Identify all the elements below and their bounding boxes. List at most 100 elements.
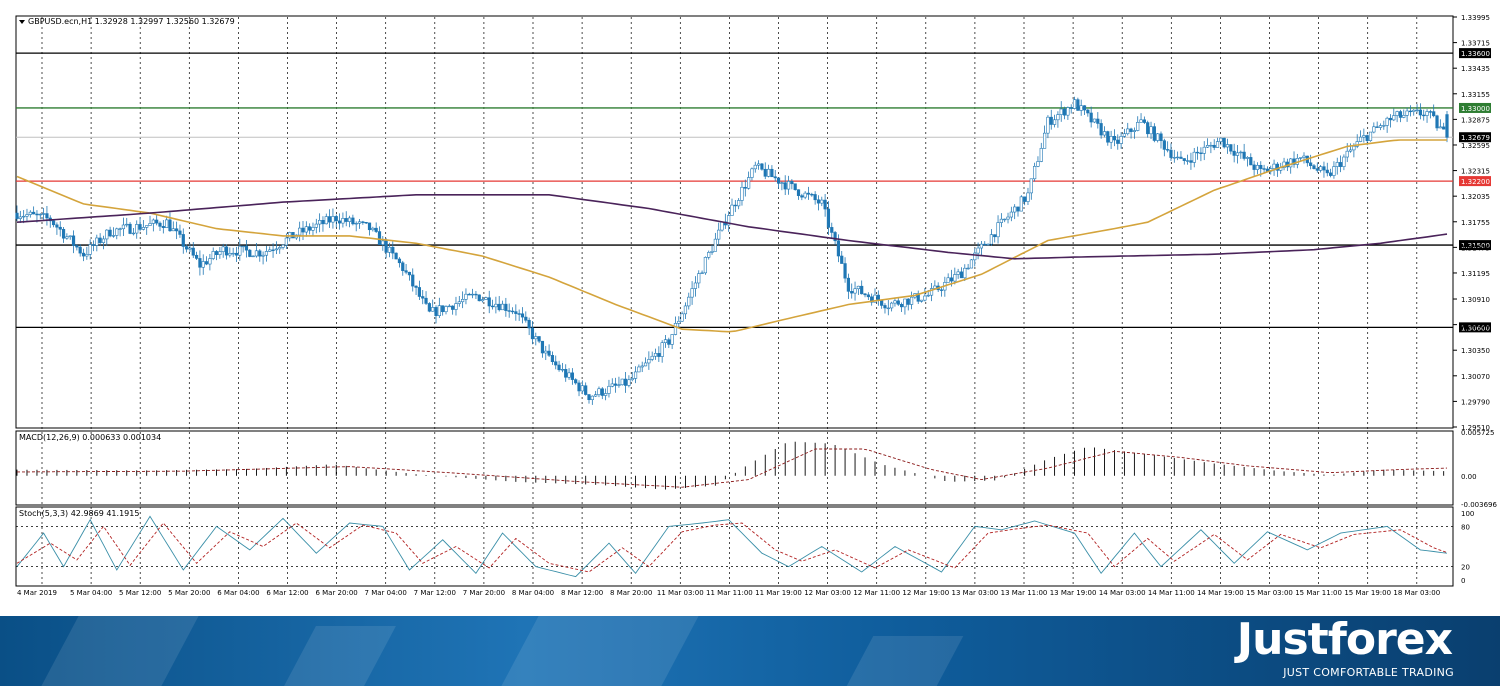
candle-body (1003, 218, 1007, 221)
candle-body (1365, 135, 1369, 141)
candle-body (208, 258, 212, 265)
candle-body (318, 219, 322, 225)
candle-body (1016, 206, 1020, 212)
x-tick-label: 13 Mar 19:00 (1050, 589, 1097, 597)
candle-body (597, 388, 601, 395)
candle-body (1146, 122, 1150, 135)
price-level-label: 1.33600 (1461, 50, 1490, 58)
candle-body (115, 228, 119, 236)
candle-body (387, 246, 392, 253)
candle-body (737, 200, 741, 207)
candle-body (444, 306, 448, 313)
y-tick-label: 1.33435 (1461, 65, 1490, 73)
candle-body (1335, 162, 1339, 167)
candle-body (570, 372, 574, 380)
candle-body (880, 300, 884, 306)
candle-body (1368, 131, 1373, 141)
candle-body (15, 212, 19, 219)
x-tick-label: 5 Mar 12:00 (119, 589, 161, 597)
candle-body (1325, 169, 1329, 174)
x-tick-label: 4 Mar 2019 (17, 589, 57, 597)
candle-body (494, 303, 498, 308)
price-level-label: 1.32679 (1461, 134, 1490, 142)
x-tick-label: 5 Mar 04:00 (70, 589, 112, 597)
candle-body (1169, 149, 1173, 158)
y-tick-label: 1.30910 (1461, 296, 1490, 304)
candle-body (690, 288, 694, 298)
candle-body (993, 234, 997, 238)
candle-body (1422, 114, 1426, 117)
stochastic-series (16, 515, 1453, 578)
x-tick-label: 15 Mar 19:00 (1344, 589, 1391, 597)
candle-body (254, 250, 259, 257)
price-level-label: 1.33000 (1461, 105, 1490, 113)
candle-body (833, 232, 837, 242)
candle-body (1332, 166, 1336, 176)
candle-body (773, 176, 777, 179)
candle-body (441, 305, 445, 313)
stoch-d-line (16, 522, 1448, 573)
candle-body (783, 182, 787, 190)
candle-body (530, 327, 535, 340)
candle-body (956, 271, 960, 275)
candle-body (969, 259, 974, 269)
candle-body (963, 267, 967, 279)
candle-body (1289, 158, 1293, 168)
candle-body (607, 385, 611, 394)
candle-body (1136, 122, 1140, 131)
candle-body (1322, 166, 1326, 171)
price-level-tag (1459, 48, 1491, 59)
candle-body (1006, 216, 1010, 220)
candle-body (331, 216, 335, 223)
candle-body (1392, 115, 1396, 121)
candle-body (544, 350, 548, 354)
price-level-tag (1459, 240, 1491, 251)
candle-body (790, 181, 794, 185)
candle-body (660, 342, 664, 357)
candle-body (188, 247, 192, 250)
candle-body (457, 301, 461, 304)
candle-body (1445, 114, 1449, 138)
candle-body (1013, 206, 1017, 213)
candle-body (836, 240, 841, 257)
candle-body (1245, 157, 1250, 159)
candle-body (417, 287, 421, 297)
candle-body (524, 316, 528, 321)
candle-body (311, 227, 315, 231)
candle-body (125, 223, 129, 226)
candle-body (890, 302, 894, 309)
candle-body (919, 299, 924, 302)
candle-body (1395, 111, 1399, 116)
candle-body (65, 236, 69, 239)
candle-body (1348, 149, 1353, 152)
candle-body (966, 267, 970, 270)
candle-body (85, 253, 89, 257)
candle-body (677, 320, 681, 324)
candle-body (461, 299, 465, 303)
candle-body (806, 192, 811, 195)
candle-body (175, 228, 179, 232)
candle-body (1072, 99, 1077, 109)
candle-body (780, 182, 784, 184)
candle-body (391, 246, 395, 254)
candle-body (471, 293, 475, 296)
menu-arrow-icon[interactable] (19, 20, 25, 24)
candle-body (105, 229, 109, 240)
candle-body (617, 384, 621, 386)
candle-body (813, 194, 817, 201)
candle-body (374, 227, 378, 232)
stoch-y-tick-label: 80 (1461, 523, 1470, 531)
candle-body (1186, 160, 1190, 162)
candle-body (61, 228, 66, 239)
candle-body (520, 313, 525, 318)
candle-body (1209, 144, 1213, 147)
candle-body (766, 168, 771, 177)
candle-body (437, 305, 441, 316)
candle-body (344, 218, 348, 222)
candle-body (663, 339, 668, 343)
candle-body (241, 245, 245, 248)
candle-body (351, 217, 355, 225)
candle-body (504, 303, 508, 311)
candle-body (653, 353, 658, 357)
candle-body (1122, 133, 1127, 137)
